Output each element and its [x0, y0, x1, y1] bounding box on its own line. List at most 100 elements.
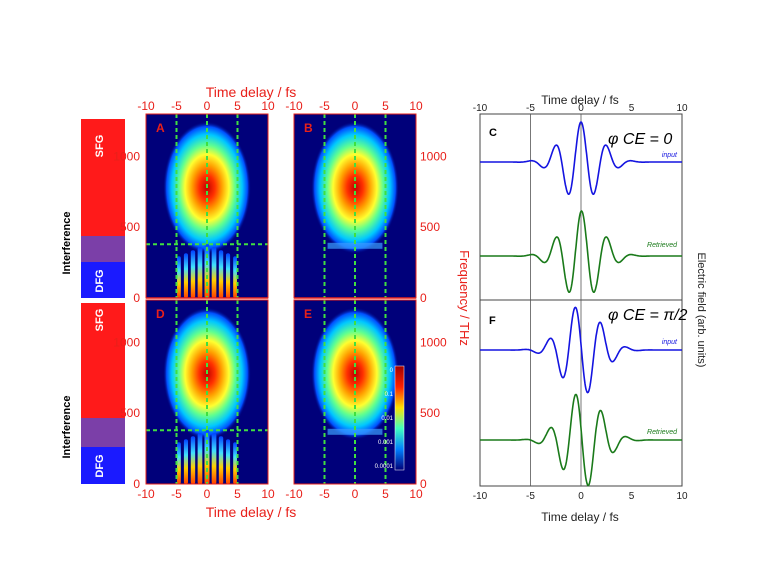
interference-fringe [197, 247, 203, 298]
time-tick-label-bottom: -10 [137, 487, 155, 501]
field-tick-label-bottom: 5 [629, 491, 635, 502]
interference-fringe [211, 247, 217, 298]
field-tick-label-top: 0 [578, 103, 584, 114]
retrieved-label-c: Retrieved [647, 242, 678, 249]
sfg-band [81, 303, 125, 418]
spectro-top-axis-title: Time delay / fs [206, 84, 297, 100]
time-tick-label-bottom: 5 [382, 487, 389, 501]
interference-fringe [190, 436, 196, 484]
time-tick-label-top: -10 [285, 99, 303, 113]
time-tick-label-bottom: 5 [234, 487, 241, 501]
colorbar-gradient [394, 365, 405, 471]
freq-tick-label-left: 500 [120, 406, 140, 420]
field-panels: -10 -10 -5 -5 0 0 5 5 10 10 C φ CE = 0 input Retrieve… [473, 103, 688, 502]
interference-band [81, 418, 125, 447]
dfg-label: DFG [94, 454, 106, 477]
interference-fringe [225, 253, 231, 298]
time-tick-label-bottom: 10 [261, 487, 275, 501]
interference-fringe [218, 436, 224, 484]
interference-fringe [183, 253, 189, 298]
trace-input-phase-0 [480, 121, 682, 195]
freq-tick-label-left: 500 [120, 220, 140, 234]
cutoff-edge [327, 428, 383, 435]
field-tick-label-top: -10 [473, 103, 488, 114]
panel-label-c: C [489, 127, 497, 139]
spectro-bottom-axis-title: Time delay / fs [206, 504, 297, 520]
field-tick-label-bottom: 10 [676, 491, 688, 502]
panel-label: A [156, 121, 165, 135]
trace-retrieved-phase-pi2 [480, 393, 682, 487]
trace-input-phase-pi2 [480, 306, 682, 394]
interference-band [81, 236, 125, 262]
field-tick-label-bottom: -5 [526, 491, 535, 502]
field-top-axis-title: Time delay / fs [541, 93, 619, 107]
input-label-f: input [662, 339, 678, 346]
time-tick-label-bottom: -10 [285, 487, 303, 501]
interference-fringe [190, 250, 196, 298]
dfg-band [81, 447, 125, 484]
freq-tick-label-right: 500 [420, 406, 440, 420]
panel-frame [145, 299, 269, 485]
panel-frame [293, 299, 417, 485]
freq-tick-label-right: 0 [420, 291, 427, 305]
left-bar-bottom: SFG DFG Interference [61, 303, 125, 484]
interference-fringe [211, 433, 217, 484]
interference-fringe [197, 433, 203, 484]
time-tick-label-top: -10 [137, 99, 155, 113]
freq-tick-label-left: 1000 [113, 149, 140, 163]
interference-fringe [218, 250, 224, 298]
time-tick-label-top: -5 [171, 99, 182, 113]
colorbar-tick-label: 0.001 [378, 440, 394, 446]
interference-fringe [233, 442, 237, 484]
time-tick-label-bottom: 0 [204, 487, 211, 501]
interference-fringe [183, 439, 189, 484]
colorbar-tick-label: 0 [390, 368, 394, 374]
time-tick-label-top: 10 [261, 99, 275, 113]
panel-label: D [156, 307, 165, 321]
field-right-axis-title: Electric field (arb. units) [695, 253, 707, 368]
time-tick-label-bottom: 10 [409, 487, 423, 501]
field-tick-label-bottom: 0 [578, 491, 584, 502]
time-tick-label-top: 5 [382, 99, 389, 113]
colorbar: 0 0.1 0.01 0.001 0.0001 [375, 365, 405, 471]
sfg-label: SFG [94, 309, 106, 332]
spectrogram-panel-d: D [145, 299, 269, 485]
retrieved-label-f: Retrieved [647, 429, 678, 436]
input-label-c: input [662, 152, 678, 159]
time-tick-label-bottom: -5 [319, 487, 330, 501]
time-tick-label-top: 10 [409, 99, 423, 113]
freq-tick-label-left: 0 [133, 291, 140, 305]
freq-tick-label-left: 1000 [113, 335, 140, 349]
field-tick-label-top: -5 [526, 103, 535, 114]
freq-tick-label-right: 1000 [420, 335, 447, 349]
phase-label-c: φ CE = 0 [608, 131, 672, 148]
field-tick-label-bottom: -10 [473, 491, 488, 502]
interference-label: Interference [61, 212, 73, 275]
sfg-band [81, 119, 125, 236]
interference-fringe [225, 439, 231, 484]
spectro-right-axis-title: Frequency / THz [457, 250, 472, 346]
interference-fringe [233, 256, 237, 298]
spectrogram-panel-a: A [145, 113, 269, 299]
colorbar-tick-label: 0.01 [381, 416, 393, 422]
panel-label: B [304, 121, 313, 135]
colorbar-tick-label: 0.1 [385, 392, 394, 398]
left-bar-top: SFG DFG Interference [61, 119, 125, 298]
interference-fringe [177, 442, 181, 484]
panel-label: E [304, 307, 312, 321]
freq-tick-label-left: 0 [133, 477, 140, 491]
field-bottom-axis-title: Time delay / fs [541, 510, 619, 524]
time-tick-label-bottom: -5 [171, 487, 182, 501]
time-tick-label-top: 0 [352, 99, 359, 113]
colorbar-tick-label: 0.0001 [375, 464, 394, 470]
cutoff-edge [327, 242, 383, 249]
time-tick-label-top: -5 [319, 99, 330, 113]
time-tick-label-bottom: 0 [352, 487, 359, 501]
field-tick-label-top: 10 [676, 103, 688, 114]
phase-label-f: φ CE = π/2 [608, 307, 688, 324]
trace-retrieved-phase-0 [480, 209, 682, 293]
interference-label: Interference [61, 396, 73, 459]
dfg-label: DFG [94, 269, 106, 292]
dfg-band [81, 262, 125, 298]
